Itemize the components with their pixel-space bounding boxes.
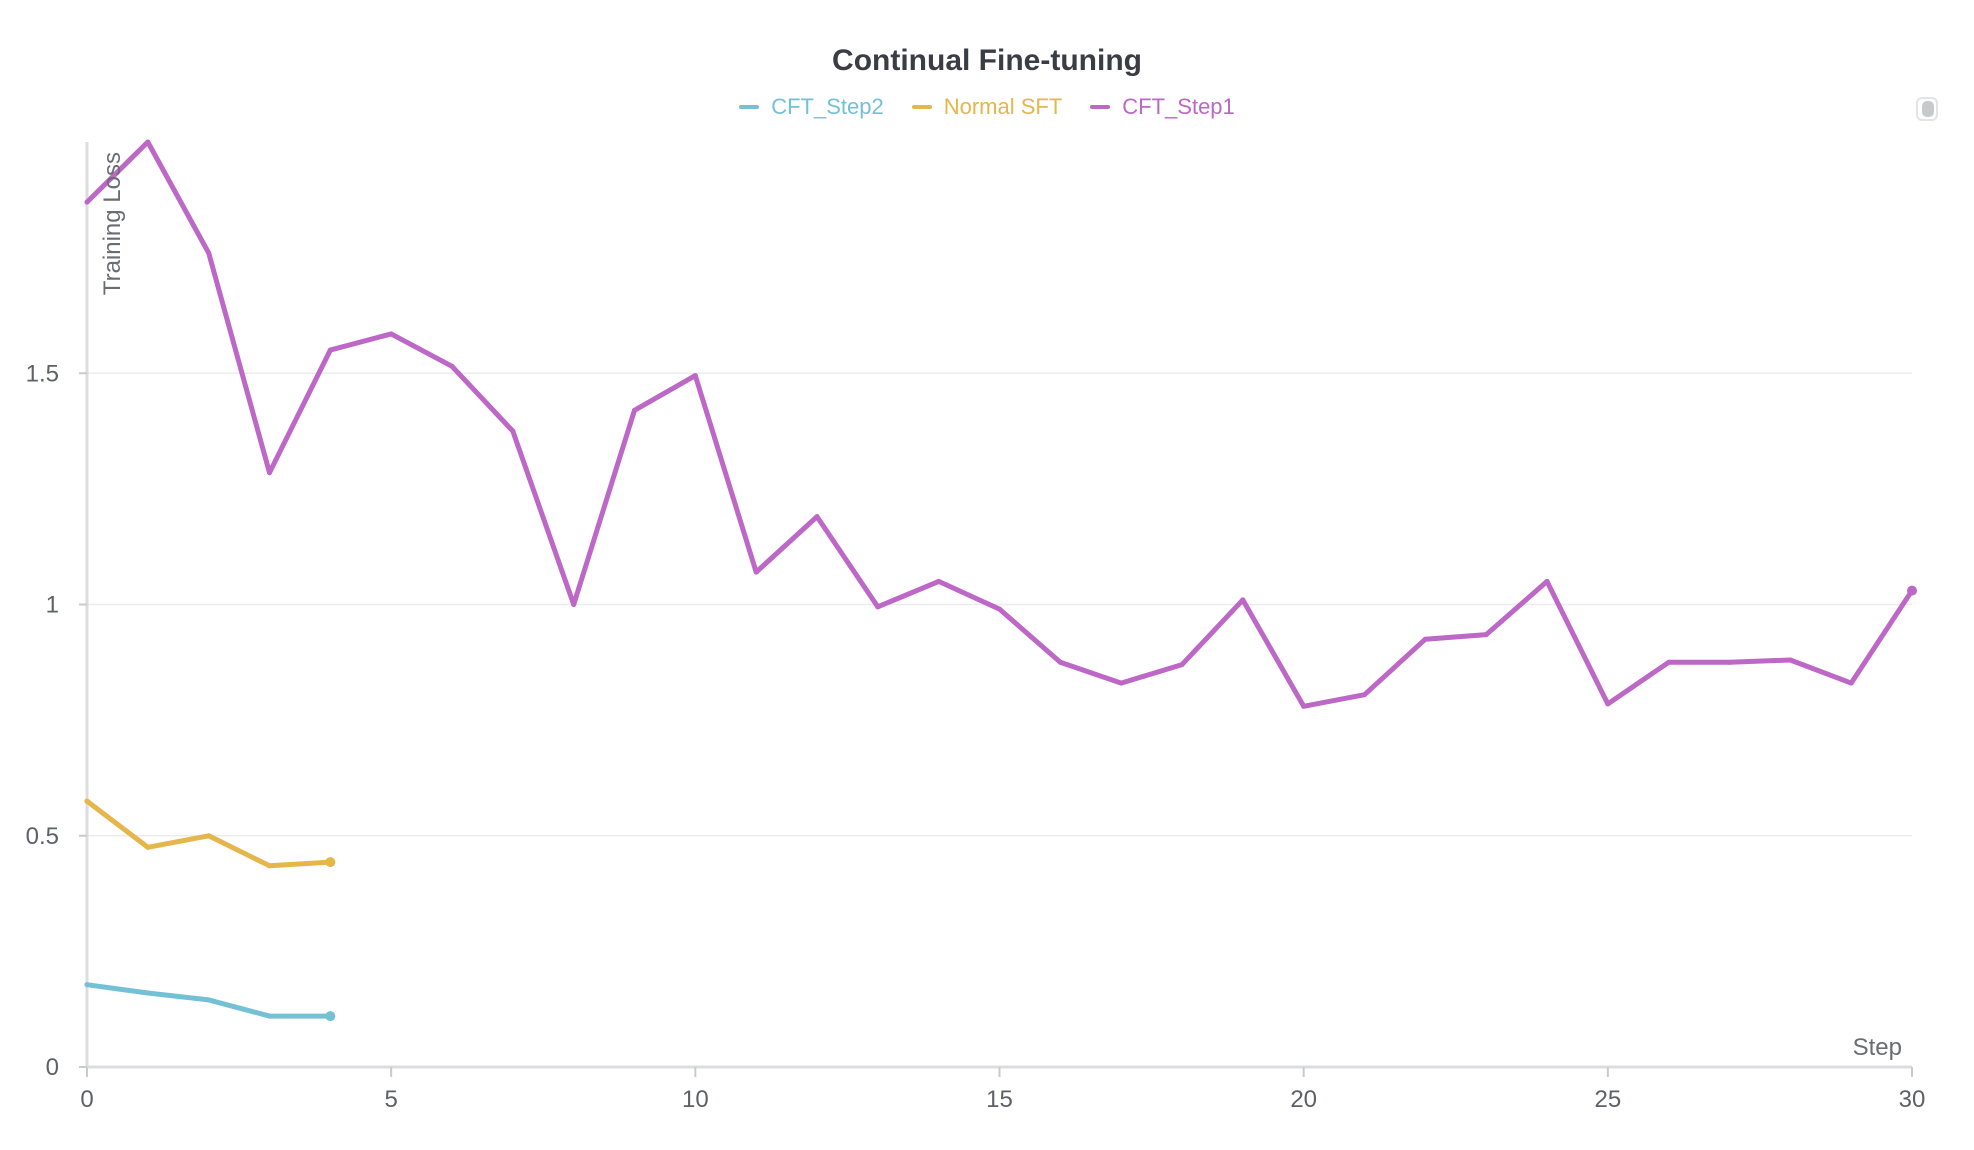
data-point-cft-step1[interactable] bbox=[1544, 578, 1550, 584]
y-axis-title: Training Loss bbox=[99, 152, 126, 295]
legend-swatch-cft-step2 bbox=[739, 105, 760, 109]
grid-lines bbox=[87, 372, 1912, 837]
data-point-cft-step2[interactable] bbox=[206, 997, 212, 1003]
data-point-cft-step1[interactable] bbox=[327, 347, 333, 353]
legend: CFT_Step2 Normal SFT CFT_Step1 bbox=[0, 94, 1974, 120]
legend-swatch-normal-sft bbox=[911, 105, 932, 109]
series-normal-sft bbox=[84, 798, 336, 869]
data-point-cft-step1[interactable] bbox=[1483, 632, 1489, 638]
x-tick-label: 5 bbox=[384, 1086, 397, 1113]
data-point-normal-sft[interactable] bbox=[84, 798, 90, 804]
data-point-cft-step1[interactable] bbox=[753, 569, 759, 575]
data-point-cft-step1[interactable] bbox=[875, 604, 881, 610]
data-point-cft-step1[interactable] bbox=[1848, 680, 1854, 686]
legend-item-normal-sft[interactable]: Normal SFT bbox=[911, 94, 1063, 120]
legend-item-cft-step2[interactable]: CFT_Step2 bbox=[739, 94, 884, 120]
chart-title: Continual Fine-tuning bbox=[832, 44, 1142, 77]
series-cft-step1 bbox=[84, 139, 1917, 709]
data-point-normal-sft[interactable] bbox=[325, 857, 336, 868]
x-axis-ticks: 0 5 10 15 20 25 30 bbox=[80, 1067, 1925, 1113]
x-axis-title: Step bbox=[1853, 1034, 1902, 1061]
data-point-cft-step1[interactable] bbox=[571, 602, 577, 607]
data-point-normal-sft[interactable] bbox=[145, 844, 151, 850]
legend-swatch-cft-step1 bbox=[1090, 105, 1111, 109]
x-tick-label: 25 bbox=[1594, 1086, 1621, 1113]
x-tick-label: 20 bbox=[1290, 1086, 1317, 1113]
data-point-normal-sft[interactable] bbox=[206, 833, 212, 839]
y-tick-label: 1.5 bbox=[26, 360, 59, 387]
data-point-cft-step1[interactable] bbox=[692, 373, 698, 379]
data-point-cft-step1[interactable] bbox=[814, 514, 820, 520]
legend-label-cft-step1: CFT_Step1 bbox=[1122, 94, 1235, 119]
y-tick-label: 0 bbox=[46, 1054, 59, 1081]
data-point-cft-step1[interactable] bbox=[267, 470, 272, 476]
data-point-cft-step1[interactable] bbox=[1240, 597, 1246, 603]
data-point-cft-step1[interactable] bbox=[1301, 703, 1307, 709]
series-lines bbox=[84, 139, 1917, 1022]
data-point-cft-step1[interactable] bbox=[84, 199, 90, 205]
series-cft-step2 bbox=[84, 982, 336, 1022]
legend-item-cft-step1[interactable]: CFT_Step1 bbox=[1090, 94, 1235, 120]
series-line-cft-step1[interactable] bbox=[84, 139, 1915, 709]
data-point-cft-step1[interactable] bbox=[1787, 657, 1793, 663]
data-point-cft-step1[interactable] bbox=[1666, 659, 1672, 665]
data-point-cft-step1[interactable] bbox=[388, 331, 394, 337]
data-point-cft-step1[interactable] bbox=[145, 139, 151, 145]
panel-toggle-icon[interactable] bbox=[1916, 97, 1938, 121]
legend-label-cft-step2: CFT_Step2 bbox=[771, 94, 884, 119]
x-tick-label: 15 bbox=[986, 1086, 1013, 1113]
data-point-cft-step1[interactable] bbox=[1057, 659, 1063, 665]
data-point-cft-step2[interactable] bbox=[267, 1013, 272, 1019]
x-tick-label: 0 bbox=[80, 1086, 93, 1113]
data-point-cft-step1[interactable] bbox=[936, 578, 942, 584]
data-point-cft-step1[interactable] bbox=[1727, 659, 1732, 665]
data-point-cft-step2[interactable] bbox=[325, 1011, 336, 1022]
x-tick-label: 30 bbox=[1899, 1086, 1926, 1113]
legend-label-normal-sft: Normal SFT bbox=[943, 94, 1063, 119]
data-point-cft-step1[interactable] bbox=[997, 606, 1002, 612]
data-point-cft-step1[interactable] bbox=[1118, 680, 1124, 686]
data-point-cft-step1[interactable] bbox=[206, 250, 212, 256]
data-point-cft-step1[interactable] bbox=[449, 363, 455, 369]
y-axis-ticks: 0 0.5 1 1.5 bbox=[26, 360, 87, 1081]
data-point-cft-step1[interactable] bbox=[1422, 636, 1428, 642]
data-point-cft-step1[interactable] bbox=[1362, 692, 1367, 698]
data-point-cft-step1[interactable] bbox=[1605, 701, 1611, 707]
data-point-cft-step1[interactable] bbox=[510, 428, 516, 434]
data-point-cft-step1[interactable] bbox=[1179, 662, 1185, 668]
data-point-cft-step1[interactable] bbox=[1907, 585, 1917, 596]
data-point-normal-sft[interactable] bbox=[267, 863, 272, 869]
x-tick-label: 10 bbox=[682, 1086, 709, 1113]
y-tick-label: 0.5 bbox=[26, 823, 59, 850]
data-point-cft-step1[interactable] bbox=[632, 407, 637, 413]
data-point-cft-step2[interactable] bbox=[145, 990, 151, 996]
y-tick-label: 1 bbox=[46, 592, 59, 619]
data-point-cft-step2[interactable] bbox=[84, 982, 90, 988]
